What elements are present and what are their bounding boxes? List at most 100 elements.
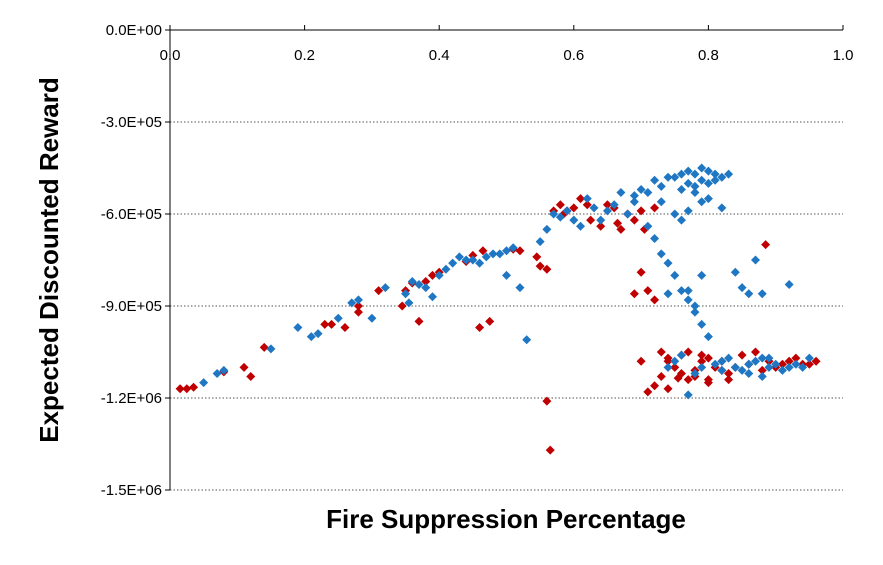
data-point (468, 255, 478, 265)
data-point (703, 332, 713, 342)
data-point (643, 286, 653, 296)
data-point (582, 194, 592, 204)
data-point (535, 237, 545, 247)
data-point (427, 292, 437, 302)
data-point (777, 359, 787, 369)
y-tick-labels: 0.0E+00 -3.0E+05 -6.0E+05 -9.0E+05 -1.2E+06 -… (101, 22, 170, 499)
data-point (670, 270, 680, 280)
data-point (549, 209, 559, 219)
data-point (697, 362, 707, 372)
data-point (404, 298, 414, 308)
data-point (485, 316, 495, 326)
data-point (683, 295, 693, 305)
data-point (582, 200, 592, 210)
data-point (697, 163, 707, 173)
x-tick-label: 0.4 (429, 47, 450, 64)
x-tick-label: 0.0 (160, 47, 181, 64)
data-point (703, 194, 713, 204)
x-tick-label: 0.8 (698, 47, 719, 64)
data-point (562, 206, 572, 216)
data-point (629, 215, 639, 225)
data-point (663, 258, 673, 268)
data-point (347, 298, 357, 308)
x-axis-title: Fire Suppression Percentage (326, 504, 686, 534)
data-point (353, 301, 363, 311)
data-point (414, 280, 424, 290)
data-point (710, 169, 720, 179)
data-point (636, 267, 646, 277)
data-point (683, 178, 693, 188)
data-point (421, 283, 431, 293)
y-tick-label: 0.0E+00 (106, 22, 162, 39)
data-point (454, 252, 464, 262)
data-point (569, 203, 579, 213)
data-point (602, 200, 612, 210)
data-point (724, 353, 734, 363)
data-point (239, 362, 249, 372)
gridlines (170, 121, 843, 491)
data-point (717, 365, 727, 375)
data-point (340, 322, 350, 332)
data-point (777, 365, 787, 375)
data-point (670, 209, 680, 219)
data-point (380, 283, 390, 293)
data-point (545, 445, 555, 455)
data-point (623, 209, 633, 219)
data-point (596, 221, 606, 231)
data-point (650, 381, 660, 391)
data-point (434, 270, 444, 280)
data-point (266, 344, 276, 354)
data-point (636, 356, 646, 366)
data-point (717, 203, 727, 213)
data-point (535, 261, 545, 271)
data-point (616, 224, 626, 234)
data-point (703, 166, 713, 176)
data-point (650, 175, 660, 185)
data-point (724, 375, 734, 385)
data-point (656, 181, 666, 191)
data-point (441, 264, 451, 274)
data-point (333, 313, 343, 323)
data-point (683, 347, 693, 357)
data-point (306, 332, 316, 342)
data-point (542, 396, 552, 406)
data-point (656, 347, 666, 357)
data-point (555, 212, 565, 222)
data-point (542, 224, 552, 234)
data-point (656, 372, 666, 382)
y-axis-title: Expected Discounted Reward (34, 77, 64, 443)
data-point (259, 342, 269, 352)
data-point (596, 215, 606, 225)
data-point (804, 359, 814, 369)
y-tick-label: -1.5E+06 (101, 482, 162, 499)
data-point (724, 368, 734, 378)
data-point (643, 221, 653, 231)
data-point (663, 362, 673, 372)
data-point (804, 353, 814, 363)
data-point (407, 276, 417, 286)
data-point (616, 188, 626, 198)
data-point (475, 258, 485, 268)
data-point (703, 353, 713, 363)
data-point (663, 384, 673, 394)
data-point (676, 350, 686, 360)
data-point (730, 362, 740, 372)
data-point (744, 359, 754, 369)
data-point (182, 384, 192, 394)
data-point (555, 200, 565, 210)
data-point (461, 255, 471, 265)
data-point (313, 329, 323, 339)
data-point (724, 169, 734, 179)
data-point (690, 188, 700, 198)
data-point (811, 356, 821, 366)
data-point (703, 378, 713, 388)
data-point (663, 289, 673, 299)
data-point (569, 215, 579, 225)
data-point (246, 372, 256, 382)
data-point (784, 280, 794, 290)
data-point (589, 203, 599, 213)
data-point (468, 250, 478, 260)
y-tick-label: -1.2E+06 (101, 390, 162, 407)
data-point (751, 255, 761, 265)
y-tick-label: -6.0E+05 (101, 206, 162, 223)
